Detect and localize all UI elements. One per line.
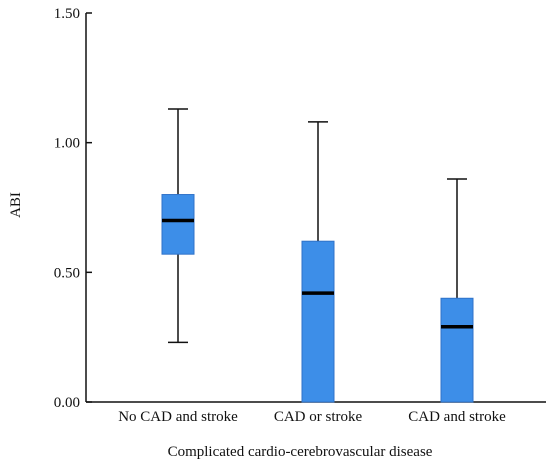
y-axis: 0.00 0.50 1.00 1.50 [54, 6, 92, 411]
y-tick-label: 0.00 [54, 395, 80, 411]
x-axis-title: Complicated cardio-cerebrovascular disea… [168, 444, 433, 460]
box-series [161, 108, 474, 403]
y-tick-label: 0.50 [54, 265, 80, 281]
x-tick-label: CAD or stroke [274, 409, 363, 425]
x-axis: No CAD and stroke CAD or stroke CAD and st… [86, 401, 546, 425]
y-axis-title: ABI [8, 192, 24, 218]
x-tick-label: CAD and stroke [408, 409, 506, 425]
iqr-box [161, 194, 195, 255]
box-group [440, 178, 474, 403]
iqr-box [301, 240, 335, 403]
y-tick-label: 1.50 [54, 6, 80, 22]
y-tick-label: 1.00 [54, 136, 80, 152]
box-group [301, 121, 335, 403]
x-tick-label: No CAD and stroke [118, 409, 238, 425]
iqr-box [440, 297, 474, 403]
box-group [161, 108, 195, 344]
